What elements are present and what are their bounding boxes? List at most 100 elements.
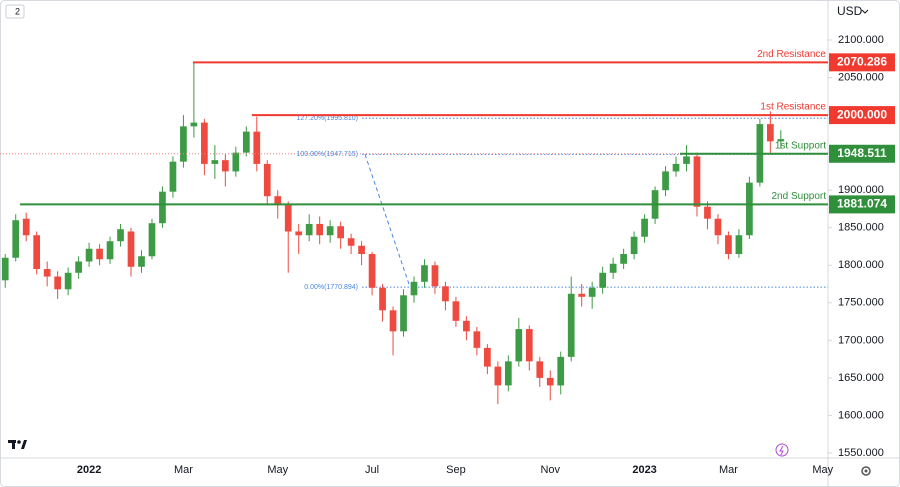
x-tick-label: May	[812, 464, 833, 476]
candle-body	[578, 293, 586, 297]
candle-body	[777, 139, 785, 142]
candle-body	[96, 248, 103, 260]
candle-body	[662, 171, 669, 191]
candle-body	[54, 276, 61, 290]
x-tick-label: Mar	[174, 464, 193, 476]
candle-body	[525, 329, 533, 362]
candle-body	[12, 220, 20, 258]
candle-body	[138, 256, 145, 267]
y-tick-label: 1650.000	[838, 372, 884, 384]
y-tick-label: 1900.000	[838, 184, 884, 196]
candle-body	[85, 248, 93, 262]
candle-body	[221, 160, 229, 172]
candle-body	[75, 261, 82, 273]
x-tick-label: Mar	[719, 464, 738, 476]
candle-body	[557, 356, 565, 386]
candle-body	[33, 235, 41, 270]
x-tick-label: Jul	[365, 464, 379, 476]
y-tick-label: 2050.000	[838, 71, 884, 83]
candle-body	[421, 265, 428, 282]
y-tick-label: 1550.000	[838, 447, 884, 459]
candle-body	[693, 156, 701, 207]
interval-badge-text: 2	[15, 6, 20, 16]
level-tag	[829, 106, 895, 125]
candle-body	[389, 310, 397, 332]
candle-body	[494, 366, 502, 386]
candle-body	[127, 231, 135, 267]
candle-body	[284, 205, 292, 232]
candle-body	[316, 223, 324, 236]
fib-label: 100.00%(1947.715)	[297, 151, 359, 158]
candle-body	[620, 254, 627, 264]
candle-body	[609, 263, 617, 273]
candle-body	[190, 122, 198, 127]
candle-body	[347, 238, 355, 246]
x-tick-label: May	[267, 464, 288, 476]
interval-badge[interactable]	[5, 4, 25, 19]
candle-body	[295, 231, 303, 236]
candle-body	[463, 320, 470, 332]
candle-body	[1, 257, 9, 281]
lightning-icon[interactable]	[775, 443, 789, 457]
level-tag-label: 1881.074	[837, 197, 887, 211]
y-tick-label: 2100.000	[838, 34, 884, 46]
candle-body	[379, 287, 386, 311]
candle-body	[504, 361, 512, 386]
y-tick-label: 1850.000	[838, 222, 884, 234]
candle-body	[767, 124, 774, 142]
candle-body	[253, 131, 261, 164]
candle-body	[169, 161, 177, 192]
candle-body	[431, 265, 439, 287]
candle-body	[641, 218, 648, 237]
level-tag-label: 2070.286	[837, 55, 887, 69]
candle-body	[368, 254, 376, 288]
y-tick-label: 1800.000	[838, 259, 884, 271]
candle-body	[452, 301, 460, 321]
currency[interactable]: USD	[837, 4, 863, 18]
candle-body	[746, 182, 753, 236]
level-tag	[829, 144, 895, 163]
candle-body	[148, 223, 156, 257]
candle-body	[117, 229, 124, 242]
x-tick-label: Nov	[540, 464, 560, 476]
candle-body	[410, 281, 418, 296]
candle-body	[64, 272, 72, 290]
candle-body	[242, 131, 250, 153]
candle-body	[358, 245, 365, 255]
candle-body	[22, 218, 30, 236]
candle-body	[599, 272, 607, 288]
candle-body	[588, 287, 596, 297]
candle-body	[473, 331, 481, 348]
candle-body	[326, 226, 334, 236]
candle-body	[274, 196, 282, 206]
candle-body	[515, 329, 523, 362]
fib-label: 0.00%(1770.894)	[304, 284, 358, 291]
candle-body	[725, 235, 732, 255]
level-name: 2nd Support	[772, 191, 827, 202]
currency-dropdown-icon[interactable]	[861, 9, 869, 14]
candle-body	[536, 361, 544, 378]
candle-body	[43, 269, 51, 277]
y-tick-label: 1600.000	[838, 409, 884, 421]
candle-body	[305, 223, 313, 236]
x-tick-label: 2022	[77, 464, 101, 476]
level-tag	[829, 195, 895, 214]
fib-label: 127.20%(1995.810)	[297, 115, 359, 122]
level-name: 1st Resistance	[760, 102, 826, 113]
candle-body	[201, 122, 208, 164]
candle-body	[337, 226, 344, 239]
candle-body	[735, 235, 743, 255]
candle-body	[546, 377, 554, 386]
x-tick-label: Sep	[446, 464, 466, 476]
level-name: 2nd Resistance	[757, 49, 826, 60]
candle-body	[232, 152, 240, 172]
candle-body	[672, 163, 680, 172]
candle-body	[180, 126, 187, 162]
candle-body	[567, 293, 575, 357]
level-tag-label: 1948.511	[837, 146, 887, 160]
candle-body	[442, 286, 449, 302]
settings-icon[interactable]	[861, 466, 871, 476]
